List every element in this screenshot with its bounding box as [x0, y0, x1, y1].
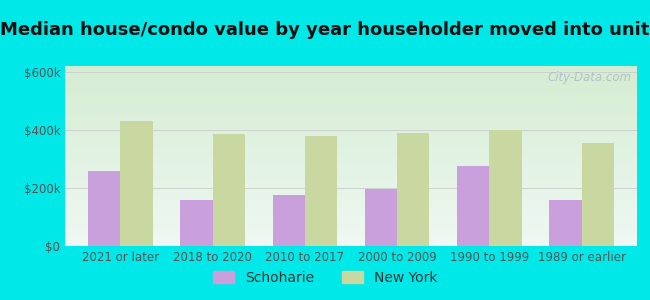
Bar — [365, 189, 397, 246]
Text: City-Data.com: City-Data.com — [547, 71, 631, 84]
Legend: Schoharie, New York: Schoharie, New York — [207, 265, 443, 290]
Bar — [397, 133, 430, 246]
Bar — [489, 130, 522, 246]
Bar — [457, 166, 489, 246]
Bar — [120, 121, 153, 246]
Bar — [272, 195, 305, 246]
Bar — [549, 200, 582, 246]
Bar — [180, 200, 213, 246]
Bar — [305, 136, 337, 246]
Bar — [213, 134, 245, 246]
Bar — [582, 143, 614, 246]
Text: Median house/condo value by year householder moved into unit: Median house/condo value by year househo… — [0, 21, 650, 39]
Bar — [88, 170, 120, 246]
